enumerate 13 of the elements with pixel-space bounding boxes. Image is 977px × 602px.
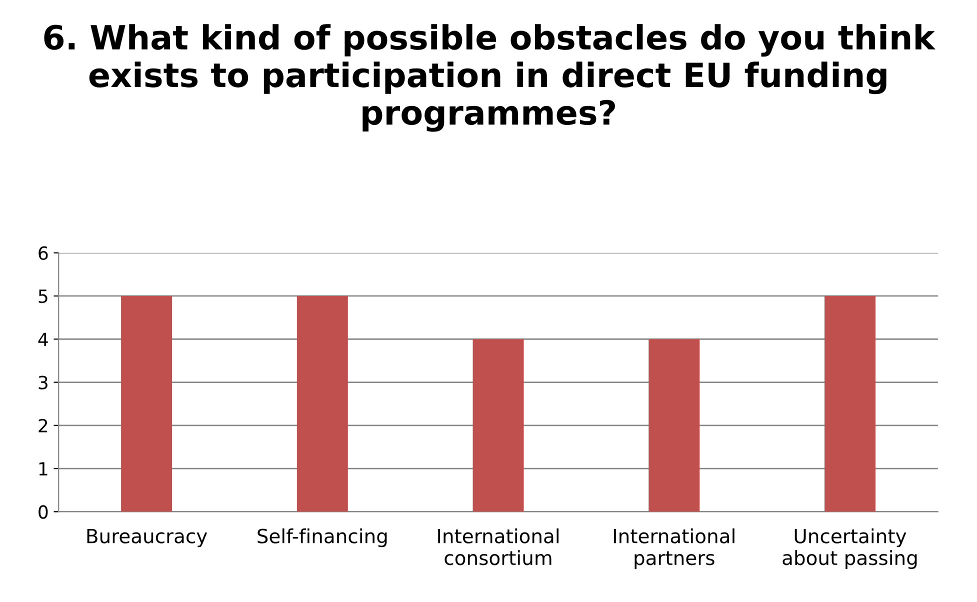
y-tick-label: 1: [39, 462, 48, 476]
y-tick-label: 2: [38, 418, 48, 432]
y-tick-label: 6: [38, 246, 48, 260]
x-tick-label: Bureaucracy: [87, 528, 208, 548]
y-tick-label: 0: [38, 505, 48, 519]
y-tick-label: 5: [38, 290, 48, 304]
x-tick-label: Self-financing: [258, 528, 387, 548]
y-tick-label: 4: [38, 332, 48, 346]
x-tick-label: International consortium: [438, 528, 558, 566]
x-tick-label: International partners: [614, 528, 734, 569]
y-tick-label: 3: [38, 376, 48, 390]
x-tick-label: Uncertainty about passing: [782, 528, 917, 569]
chart-title: 6. What kind of possible obstacles do you think exists to participation in direct EU funding programmes?: [44, 24, 936, 132]
